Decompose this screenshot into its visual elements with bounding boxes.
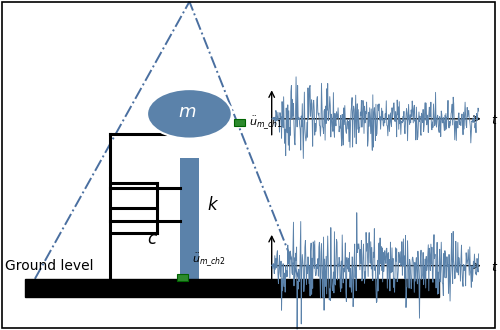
Bar (177, 274, 188, 281)
Text: $k$: $k$ (207, 196, 219, 214)
Text: $t$: $t$ (491, 114, 498, 127)
Bar (234, 119, 246, 126)
Text: $t$: $t$ (491, 261, 498, 274)
Text: $\ddot{u}_{m\_ch2}$: $\ddot{u}_{m\_ch2}$ (192, 251, 226, 268)
Ellipse shape (147, 89, 232, 139)
Bar (180, 158, 199, 279)
Bar (25, 279, 438, 297)
Text: Ground level: Ground level (5, 259, 94, 273)
Text: $m$: $m$ (178, 103, 196, 121)
Text: $c$: $c$ (147, 230, 158, 248)
Text: $\ddot{u}_{m\_ch1}$: $\ddot{u}_{m\_ch1}$ (250, 114, 284, 131)
